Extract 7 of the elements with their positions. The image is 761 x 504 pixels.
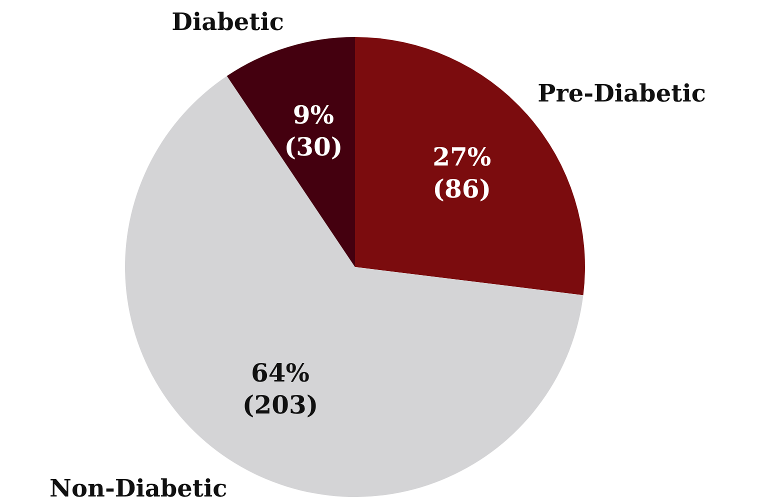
pie-slice	[226, 37, 355, 267]
data-label: 64% (203)	[242, 358, 318, 420]
slice-label: Pre-Diabetic	[538, 78, 706, 108]
slice-label: Diabetic	[172, 6, 284, 36]
data-label: 9% (30)	[284, 100, 343, 162]
slice-label: Non-Diabetic	[50, 474, 228, 503]
data-label: 27% (86)	[432, 142, 492, 204]
